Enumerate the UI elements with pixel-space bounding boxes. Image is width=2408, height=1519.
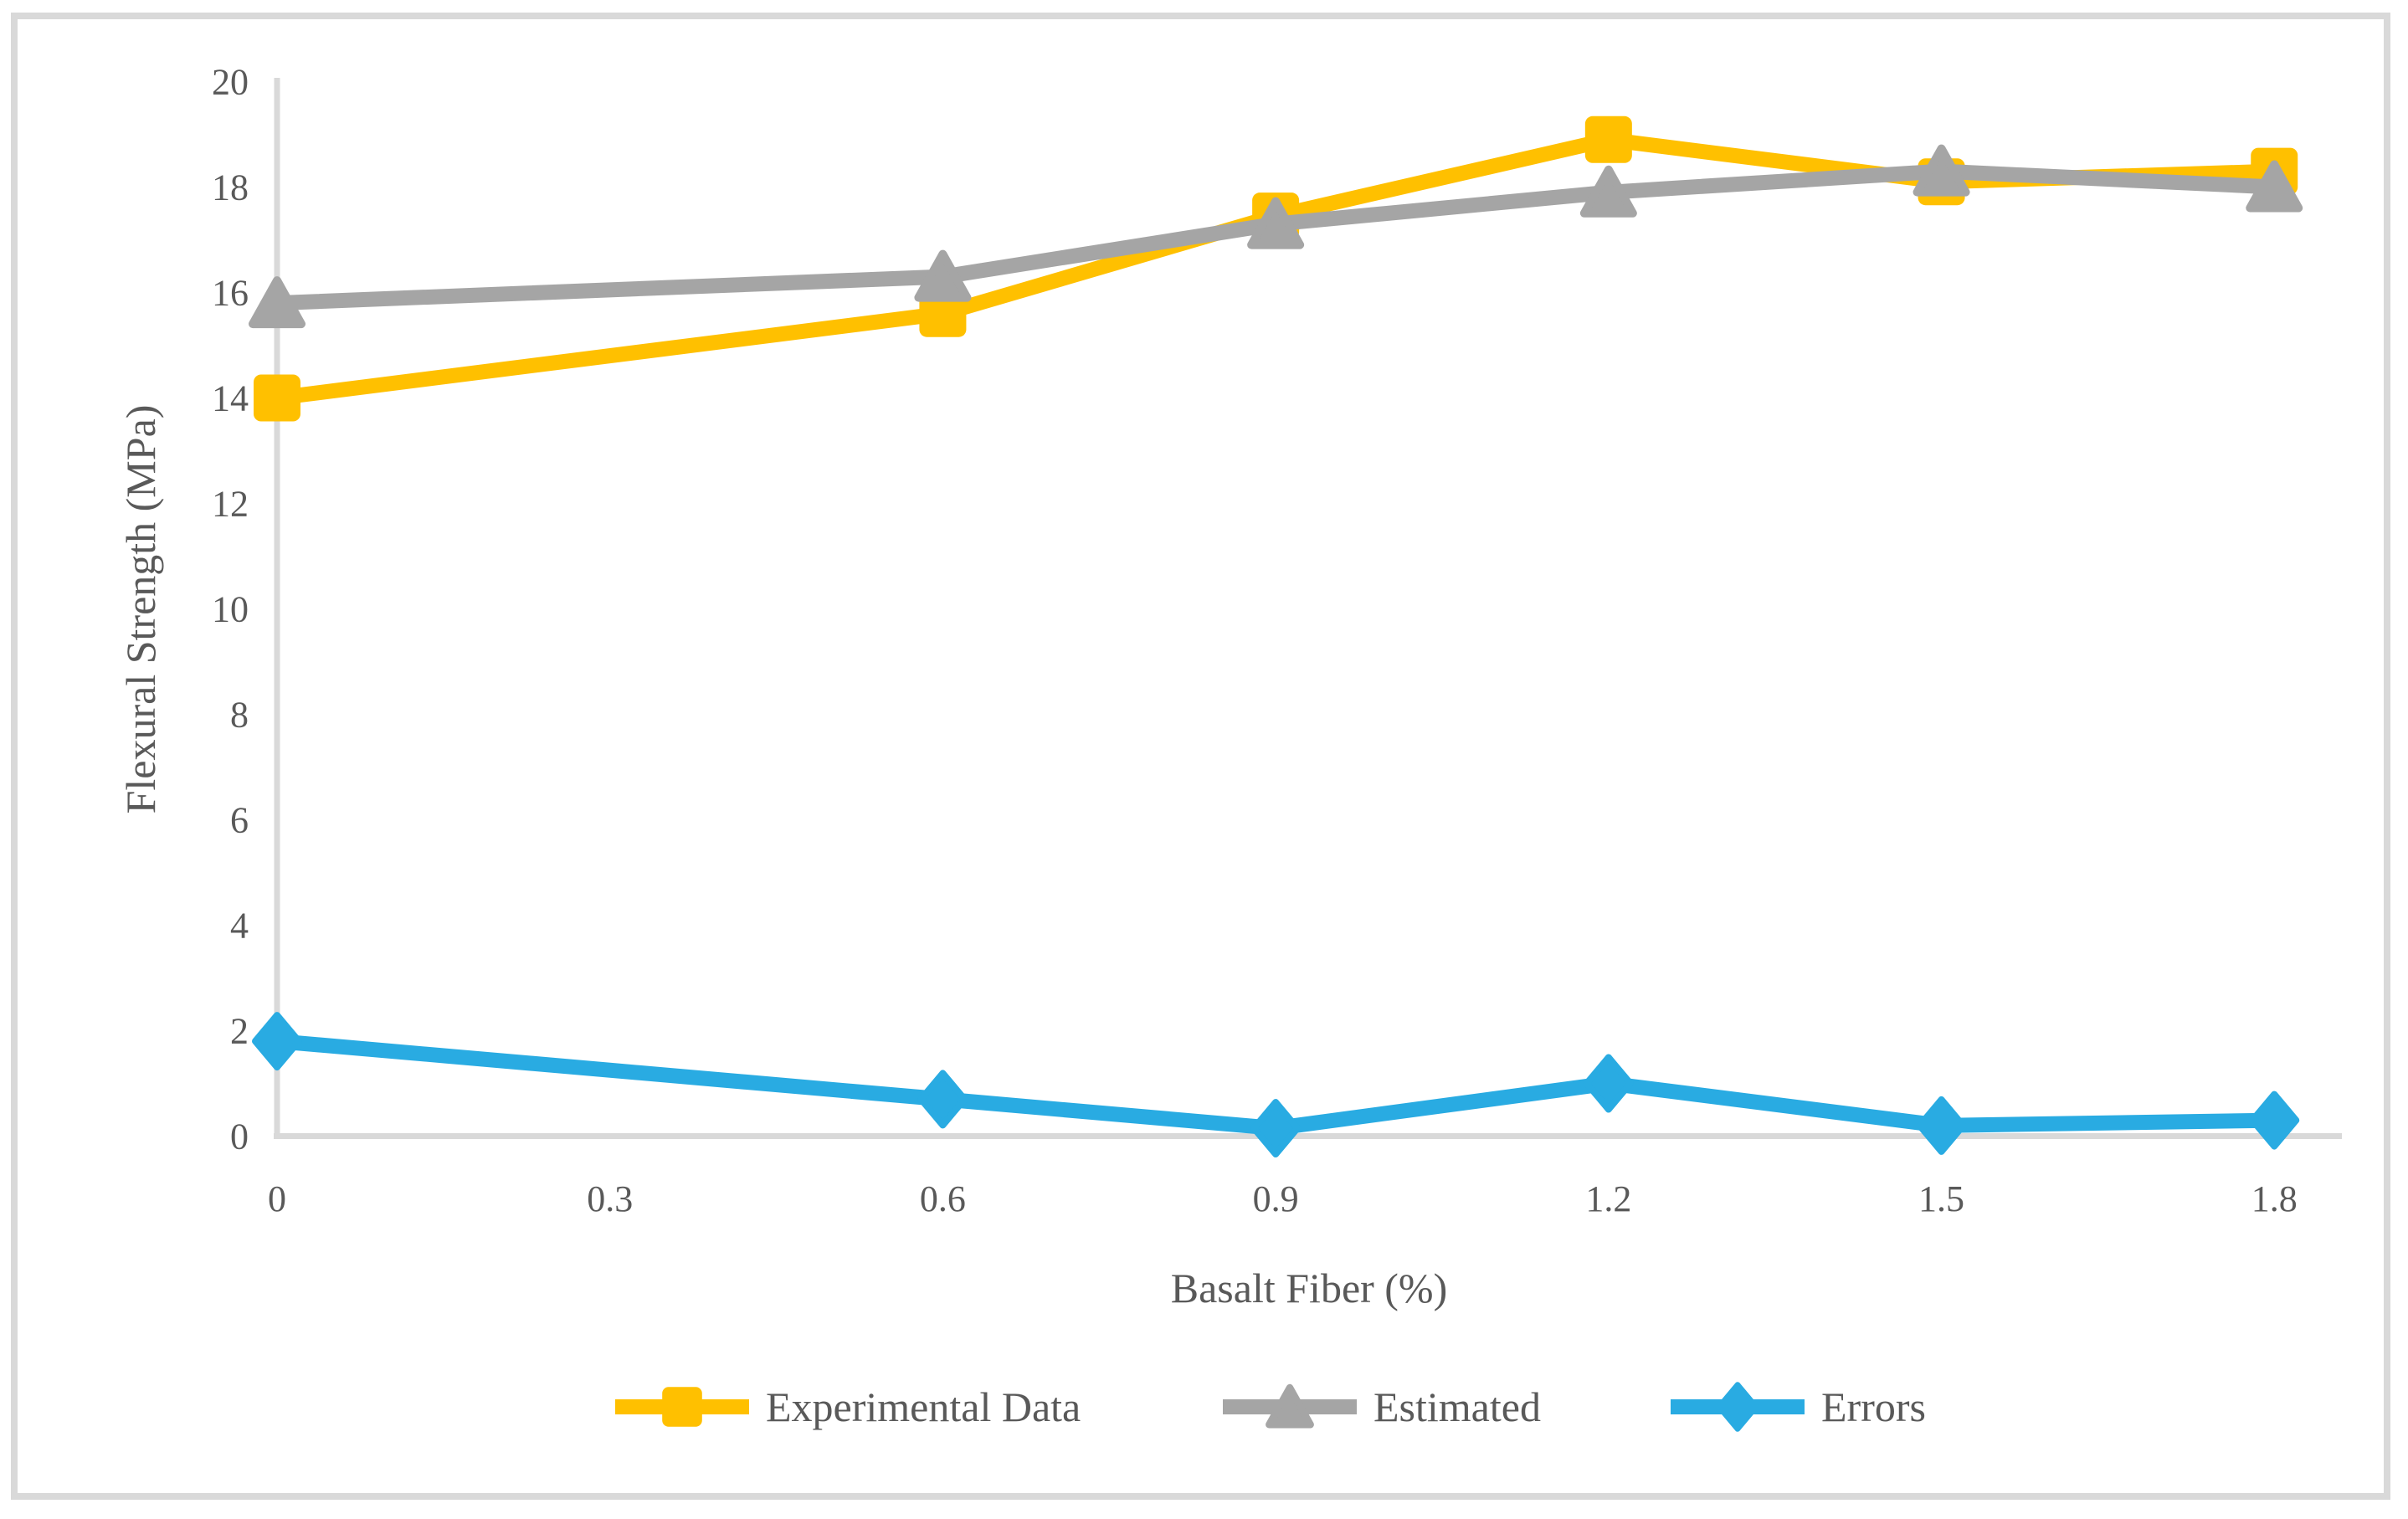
y-tick-label: 10 [212,589,249,630]
y-axis-title: Flexural Strength (MPa) [117,405,164,814]
triangle-marker [249,276,305,329]
triangle-marker [1579,165,1637,218]
x-axis-title: Basalt Fiber (%) [1171,1265,1447,1311]
y-tick-label: 4 [230,906,249,947]
series-estimated [249,144,2303,329]
diamond-marker [1583,1054,1634,1113]
series-line-errors [270,1034,2282,1137]
series-layer [249,115,2303,1158]
diamond-marker [252,1012,302,1071]
x-tick-label: 0.6 [920,1178,966,1219]
diamond-marker [2249,1090,2300,1150]
diamond-marker [1916,1096,1967,1155]
x-tick-label: 0 [268,1178,286,1219]
y-axis-tick-labels: 0 2 4 6 8 10 12 14 16 18 20 [212,62,249,1157]
x-tick-label: 1.8 [2251,1178,2298,1219]
series-experimental-data [254,115,2298,422]
diamond-marker [1250,1099,1302,1158]
y-tick-label: 14 [212,378,249,419]
x-tick-label: 0.9 [1253,1178,1299,1219]
x-tick-label: 1.2 [1585,1178,1631,1219]
triangle-marker [914,249,972,302]
series-line-estimated [270,163,2282,311]
y-tick-label: 0 [230,1116,249,1157]
x-tick-label: 1.5 [1918,1178,1964,1219]
y-tick-label: 16 [212,273,249,314]
triangle-marker [1913,144,1970,197]
y-tick-label: 6 [230,800,249,841]
y-tick-label: 2 [230,1011,249,1052]
square-marker [1584,115,1632,163]
triangle-marker [1247,197,1305,249]
figure-border [11,13,2390,1500]
square-marker [919,290,967,337]
y-tick-label: 20 [212,62,249,103]
triangle-marker [2246,160,2303,213]
square-marker [254,374,300,422]
series-errors [252,1012,2300,1158]
x-tick-label: 0.3 [587,1178,633,1219]
y-tick-label: 8 [230,695,249,736]
y-tick-label: 12 [212,484,249,525]
diamond-marker [917,1070,968,1129]
x-axis-tick-labels: 0 0.3 0.6 0.9 1.2 1.5 1.8 [268,1178,2298,1219]
y-tick-label: 18 [212,167,249,208]
